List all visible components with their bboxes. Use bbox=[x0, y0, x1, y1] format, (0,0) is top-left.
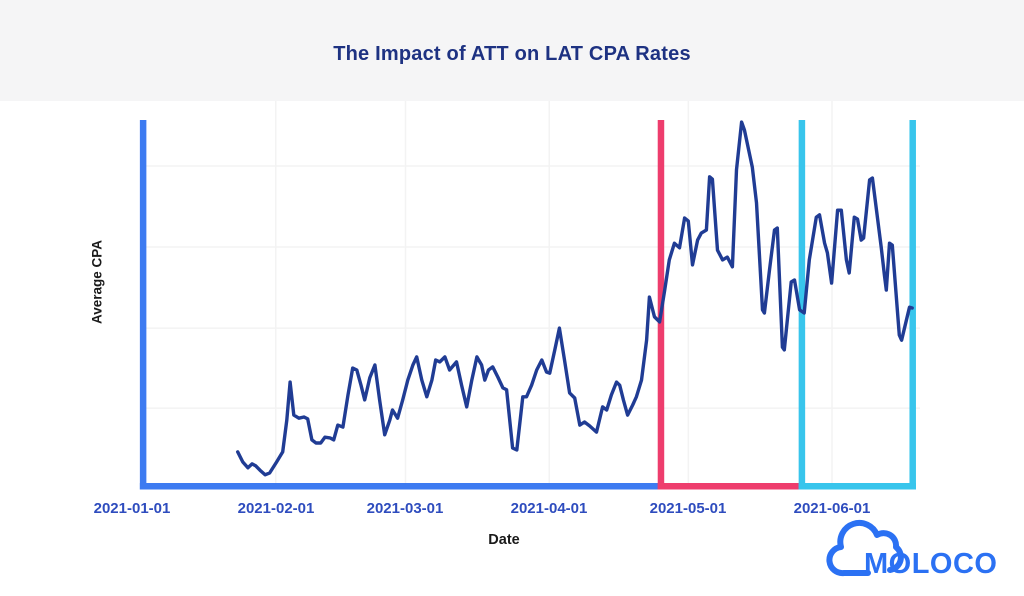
x-tick-2021-02-01: 2021-02-01 bbox=[237, 500, 315, 517]
blue-period-box-left bbox=[139, 120, 147, 490]
cyan-period-box-left bbox=[798, 120, 806, 490]
cpa-line-series bbox=[235, 120, 914, 477]
cyan-period-box-right bbox=[909, 120, 916, 490]
x-tick-2021-04-01: 2021-04-01 bbox=[510, 500, 588, 517]
gridlines bbox=[143, 101, 920, 488]
moloco-logo-text: MOLOCO bbox=[864, 548, 998, 580]
cloud-icon bbox=[826, 519, 904, 577]
x-tick-2021-01-01: 2021-01-01 bbox=[93, 500, 171, 517]
header-strip bbox=[0, 0, 1024, 101]
x-axis-title: Date bbox=[488, 532, 520, 548]
chart-title: The Impact of ATT on LAT CPA Rates bbox=[333, 43, 691, 65]
moloco-logo: MOLOCO bbox=[826, 519, 998, 580]
x-tick-2021-06-01: 2021-06-01 bbox=[793, 500, 871, 517]
blue-period-box-bottom bbox=[139, 483, 665, 490]
cyan-period-box-bottom bbox=[798, 483, 916, 490]
y-axis-title: Average CPA bbox=[89, 239, 105, 325]
x-tick-2021-03-01: 2021-03-01 bbox=[366, 500, 444, 517]
pink-period-box-bottom bbox=[657, 483, 802, 490]
x-tick-2021-05-01: 2021-05-01 bbox=[649, 500, 727, 517]
average-cpa-line bbox=[235, 120, 914, 477]
